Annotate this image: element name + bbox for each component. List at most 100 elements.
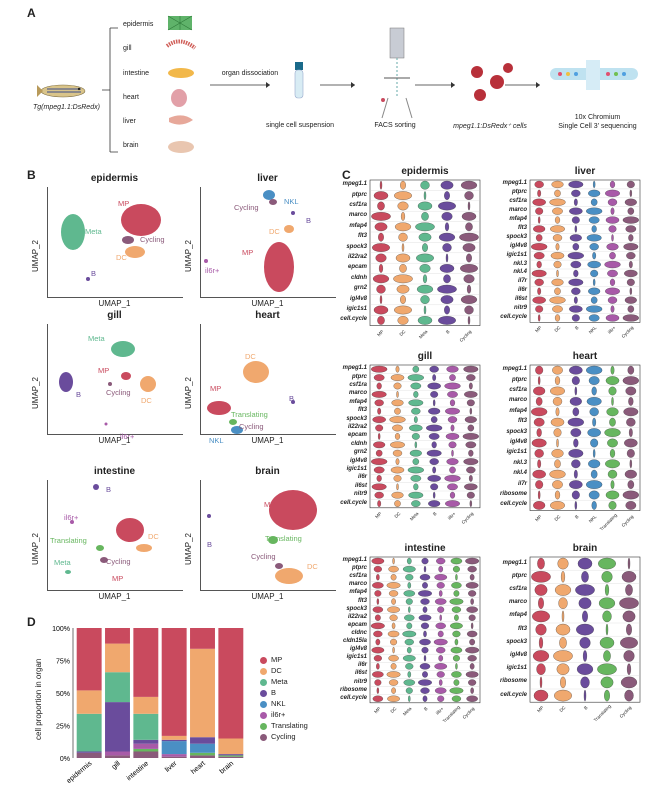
violin-shape xyxy=(449,491,456,499)
violin-gene-label: mfap4 xyxy=(509,407,527,414)
violin-shape xyxy=(607,198,618,206)
violin-shape xyxy=(371,646,385,654)
legend-label: MP xyxy=(271,655,283,664)
violin-shape xyxy=(375,253,387,263)
violin-shape xyxy=(626,252,636,260)
violin-shape xyxy=(556,438,559,448)
violin-shape xyxy=(554,287,561,295)
violin-shape xyxy=(404,614,415,621)
violin-shape xyxy=(551,180,564,189)
violin-shape xyxy=(392,449,403,457)
violin-shape xyxy=(554,490,561,500)
violin-plot xyxy=(529,556,641,703)
violin-shape xyxy=(593,180,596,189)
cluster-label: MP xyxy=(112,574,124,583)
violin-shape xyxy=(537,557,545,570)
cluster-label: Cycling xyxy=(251,552,276,561)
violin-shape xyxy=(601,571,613,583)
violin-shape xyxy=(444,222,450,232)
violin-shape xyxy=(428,433,440,440)
violin-shape xyxy=(549,469,566,479)
violin-shape xyxy=(603,650,611,662)
violin-shape xyxy=(535,305,544,313)
violin-shape xyxy=(461,212,477,221)
x-tick-label: brain xyxy=(219,760,236,775)
violin-shape xyxy=(549,198,566,206)
violin-shape xyxy=(436,582,445,589)
organ-icons xyxy=(165,15,197,153)
legend-dot xyxy=(260,667,267,675)
violin-shape xyxy=(418,614,432,621)
violin-shape xyxy=(445,407,460,415)
legend-item: il6r+ xyxy=(260,710,285,719)
violin-shape xyxy=(586,480,603,489)
violin-shape xyxy=(624,469,637,479)
bar-segment xyxy=(133,713,159,740)
y-tick-label: 75% xyxy=(56,659,70,666)
violin-shape xyxy=(537,189,542,197)
violin-shape xyxy=(605,314,620,322)
cluster-label: Translating xyxy=(50,536,87,545)
violin-shape xyxy=(446,458,459,465)
violin-shape xyxy=(586,365,603,375)
organ-brain: brain xyxy=(123,142,139,149)
violin-gene-label: igic1s1 xyxy=(506,449,527,456)
violin-shape xyxy=(469,574,475,581)
violin-shape xyxy=(558,597,568,609)
violin-shape xyxy=(437,630,444,638)
legend-item: Cycling xyxy=(260,732,296,741)
cluster-label: NKL xyxy=(209,436,224,445)
bar-segment xyxy=(76,713,102,752)
bar-segment xyxy=(190,743,215,753)
bar-segment xyxy=(161,741,187,755)
violin-shape xyxy=(418,590,432,597)
y-tick-label: 100% xyxy=(52,626,70,633)
bar-segment xyxy=(161,739,187,742)
cluster-label: DC xyxy=(245,352,256,361)
legend-item: NKL xyxy=(260,699,286,708)
violin-shape xyxy=(420,687,430,694)
bar-segment xyxy=(133,751,159,758)
violin-shape xyxy=(465,441,477,449)
violin-shape xyxy=(610,207,615,215)
legend-label: DC xyxy=(271,666,282,675)
violin-gene-label: spock3 xyxy=(506,233,527,240)
violin-gene-label: epcam xyxy=(347,264,367,271)
violin-shape xyxy=(408,695,411,702)
violin-shape xyxy=(455,663,458,670)
umap-title-heart: heart xyxy=(255,310,280,321)
violin-shape xyxy=(560,676,566,689)
violin-gene-label: ptprc xyxy=(352,373,367,380)
violin-gene-label: grn2 xyxy=(353,285,367,292)
violin-shape xyxy=(469,638,476,646)
violin-shape xyxy=(387,630,400,638)
cluster-label: Translating xyxy=(265,534,302,543)
violin-shape xyxy=(422,606,428,613)
violin-shape xyxy=(379,180,383,190)
violin-gene-label: flt3 xyxy=(358,407,367,414)
bar-segment xyxy=(161,756,187,758)
violin-gene-label: cell.cycle xyxy=(500,501,527,508)
organ-epidermis: epidermis xyxy=(123,21,154,28)
violin-shape xyxy=(400,212,406,221)
violin-shape xyxy=(392,424,403,432)
violin-gene-label: mfap4 xyxy=(349,222,367,229)
violin-shape xyxy=(393,274,413,284)
violin-shape xyxy=(605,189,620,197)
violin-shape xyxy=(377,500,382,507)
x-tick-label: liver xyxy=(164,760,179,774)
violin-shape xyxy=(388,590,399,597)
violin-shape xyxy=(628,260,633,269)
cluster-label: il6r+ xyxy=(205,266,220,275)
violin-shape xyxy=(532,610,550,623)
violin-shape xyxy=(538,216,541,224)
violin-shape xyxy=(624,296,637,304)
cluster-label: Meta xyxy=(85,227,102,236)
violin-gene-label: mfap4 xyxy=(509,216,527,223)
violin-shape xyxy=(579,637,591,649)
violin-shape xyxy=(451,449,454,457)
cluster-label: NKL xyxy=(284,197,299,206)
violin-shape xyxy=(412,458,420,465)
cluster-label: DC xyxy=(116,253,127,262)
violin-gene-label: flt3 xyxy=(518,224,527,231)
